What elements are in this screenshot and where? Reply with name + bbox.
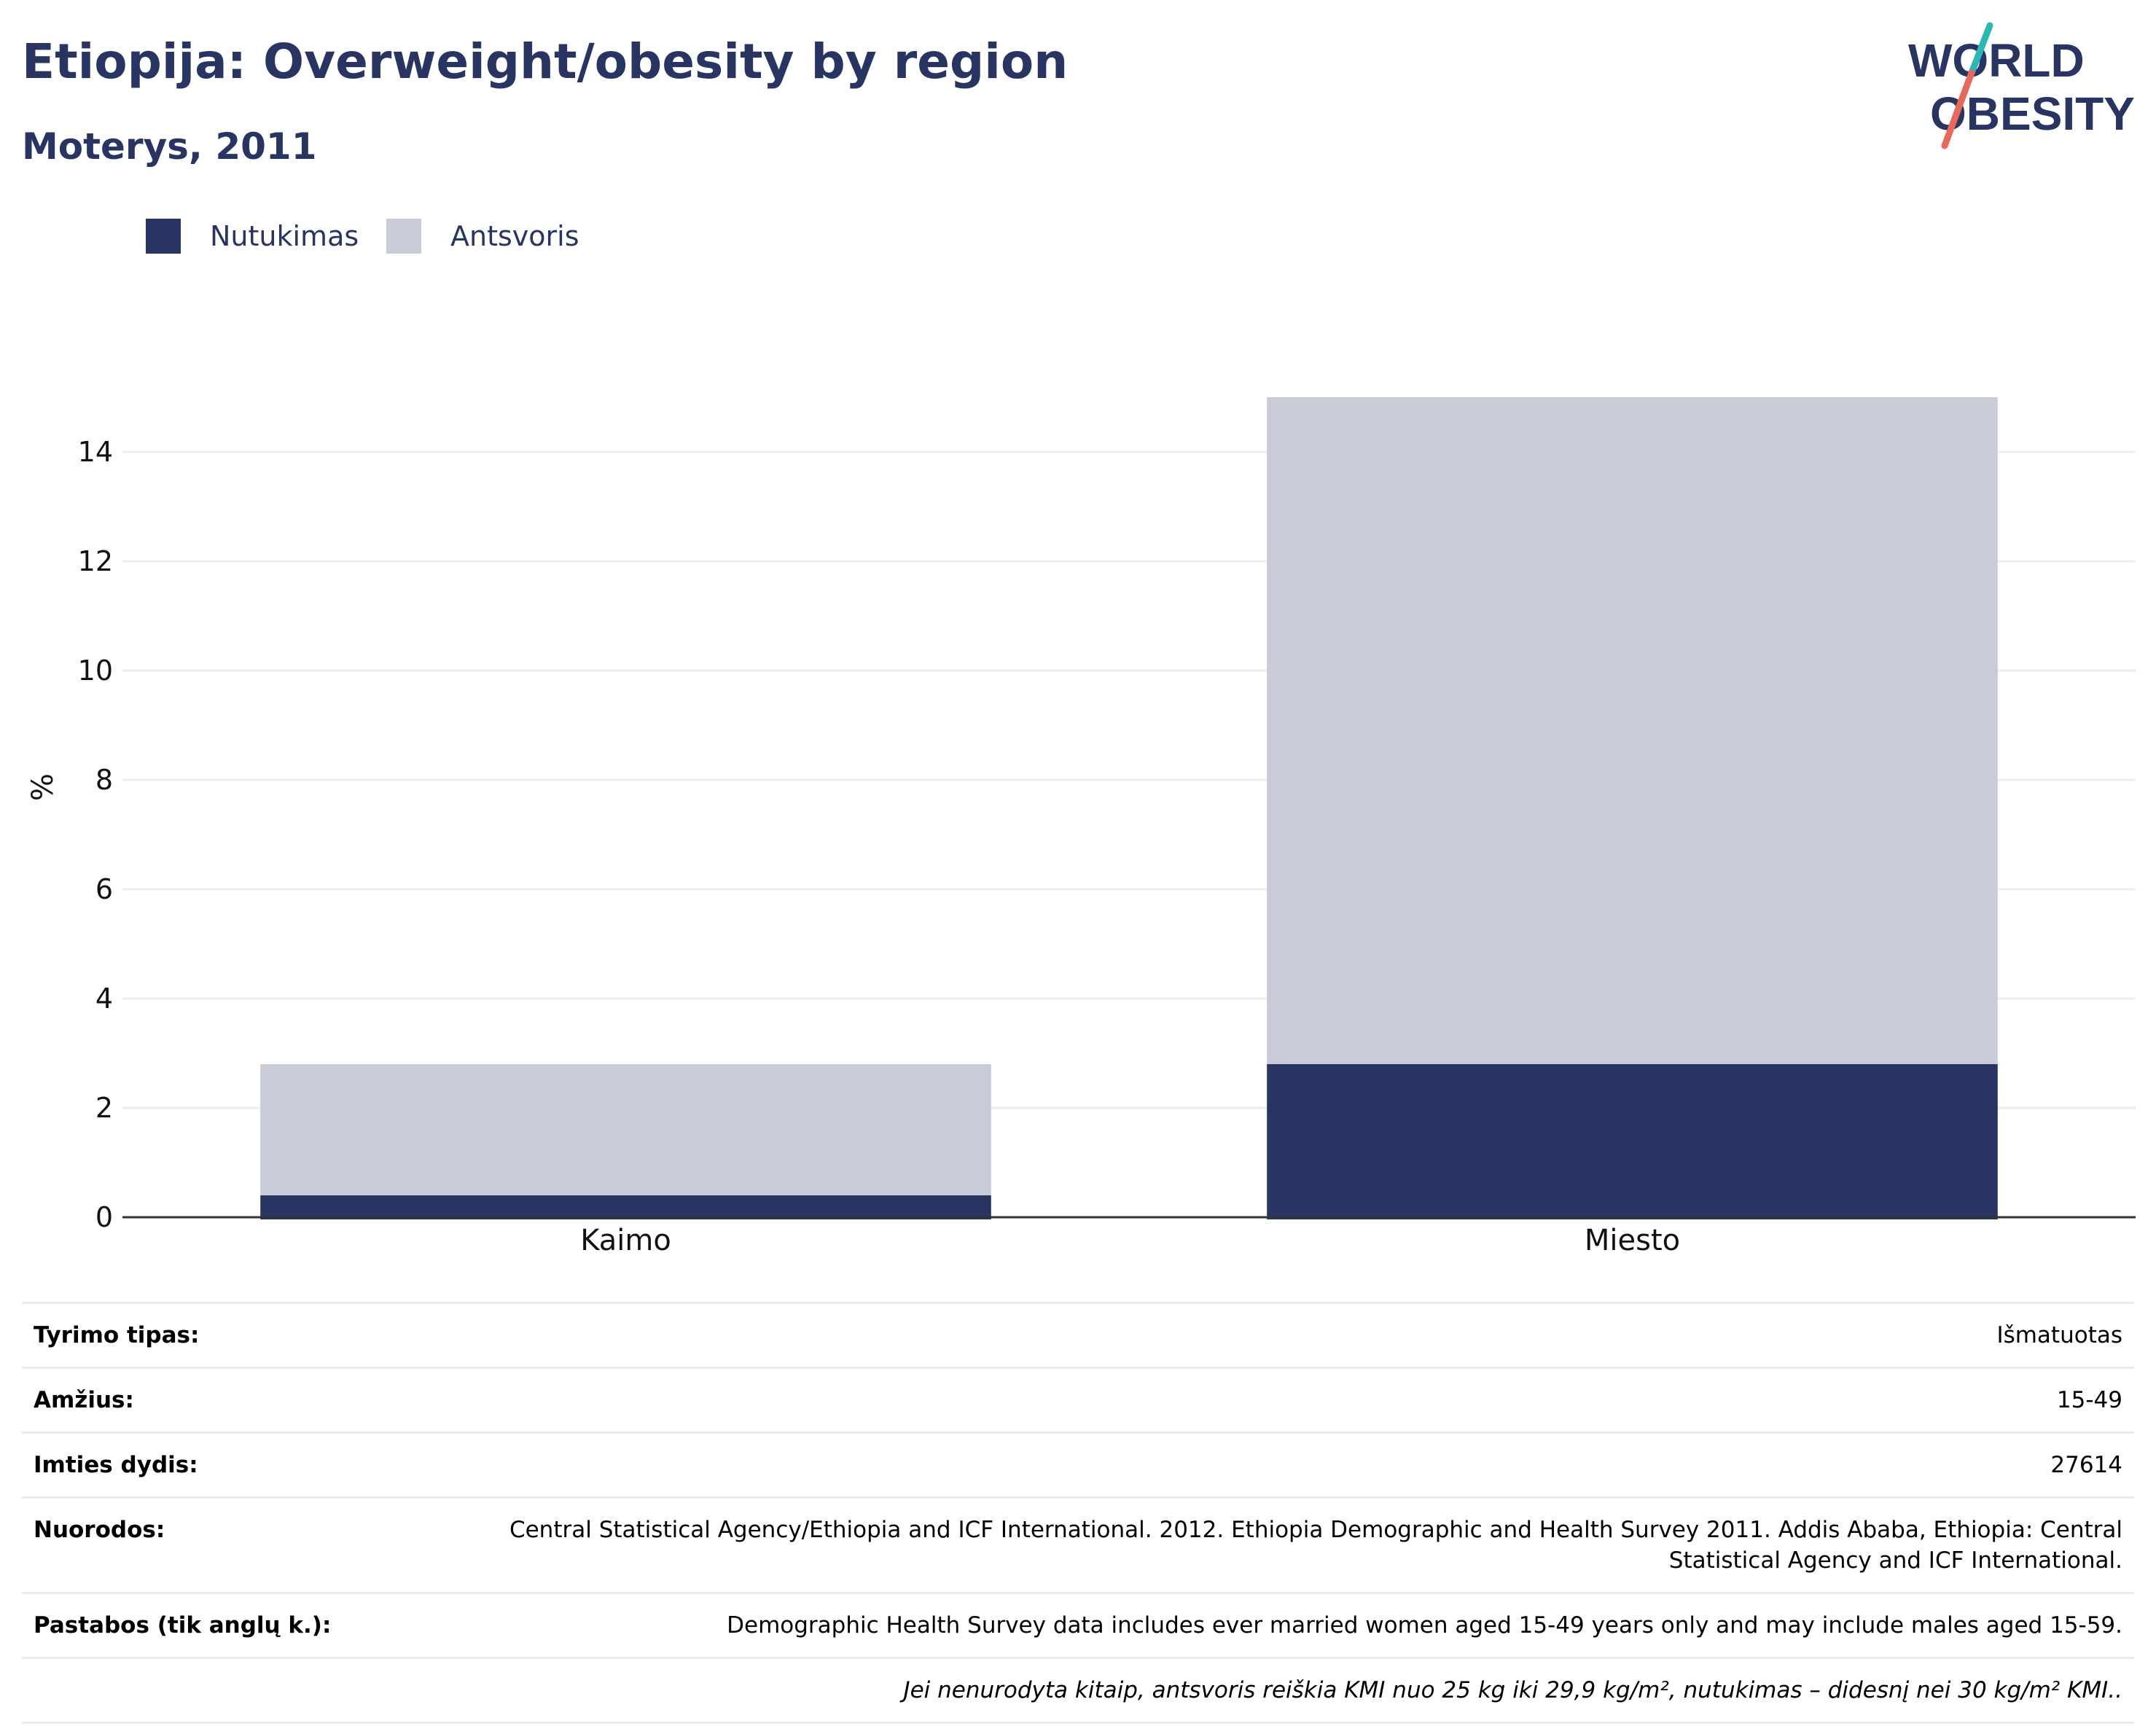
info-value-references: Central Statistical Agency/Ethiopia and … bbox=[453, 1496, 2134, 1594]
bars bbox=[260, 397, 1998, 1219]
y-tick-label: 12 bbox=[78, 545, 113, 577]
y-tick-label: 10 bbox=[78, 655, 113, 687]
y-axis-label: % bbox=[26, 773, 60, 801]
info-label-sample-size: Imties dydis: bbox=[22, 1432, 453, 1499]
info-row: Jei nenurodyta kitaip, antsvoris reiškia… bbox=[22, 1657, 2134, 1724]
info-table: Tyrimo tipas: Išmatuotas Amžius: 15-49 I… bbox=[22, 1302, 2134, 1724]
legend-swatch-overweight bbox=[386, 219, 421, 254]
y-tick-label: 6 bbox=[95, 873, 113, 905]
legend-swatch-obesity bbox=[146, 219, 181, 254]
bar-chart: 0 2 4 6 8 10 12 14 Kaimo Miesto% bbox=[26, 397, 2136, 1257]
info-label-survey-type: Tyrimo tipas: bbox=[22, 1302, 453, 1369]
y-tick-label: 2 bbox=[95, 1092, 113, 1124]
info-label-notes: Pastabos (tik anglų k.): bbox=[22, 1592, 453, 1659]
info-row: Amžius: 15-49 bbox=[22, 1367, 2134, 1434]
x-tick-label: Miesto bbox=[1585, 1224, 1680, 1257]
y-tick-label: 8 bbox=[95, 764, 113, 796]
logo-slash-top bbox=[1968, 22, 1993, 77]
info-row: Tyrimo tipas: Išmatuotas bbox=[22, 1302, 2134, 1369]
chart-subtitle: Moterys, 2011 bbox=[22, 125, 317, 168]
info-value-notes: Demographic Health Survey data includes … bbox=[453, 1592, 2134, 1659]
info-row: Imties dydis: 27614 bbox=[22, 1432, 2134, 1499]
info-value-age: 15-49 bbox=[453, 1367, 2134, 1434]
info-footnote: Jei nenurodyta kitaip, antsvoris reiškia… bbox=[22, 1657, 2134, 1724]
logo-line-1: WORLD bbox=[1908, 34, 2085, 87]
legend-label-overweight: Antsvoris bbox=[450, 220, 579, 252]
info-row: Pastabos (tik anglų k.): Demographic Hea… bbox=[22, 1592, 2134, 1659]
bar-overweight-miesto bbox=[1267, 397, 1998, 1064]
y-tick-label: 0 bbox=[95, 1201, 113, 1233]
bar-obesity-kaimo bbox=[260, 1195, 991, 1219]
axes: 0 2 4 6 8 10 12 14 Kaimo Miesto% bbox=[26, 436, 2136, 1257]
info-row: Nuorodos: Central Statistical Agency/Eth… bbox=[22, 1496, 2134, 1594]
x-tick-label: Kaimo bbox=[580, 1224, 671, 1257]
info-value-survey-type: Išmatuotas bbox=[453, 1302, 2134, 1369]
y-tick-label: 4 bbox=[95, 983, 113, 1015]
logo-slash-bottom bbox=[1941, 69, 1975, 149]
world-obesity-logo: WORLD OBESITY bbox=[1908, 22, 2135, 149]
info-label-age: Amžius: bbox=[22, 1367, 453, 1434]
y-tick-label: 14 bbox=[78, 436, 113, 468]
info-label-references: Nuorodos: bbox=[22, 1496, 453, 1594]
info-value-sample-size: 27614 bbox=[453, 1432, 2134, 1499]
bar-overweight-kaimo bbox=[260, 1064, 991, 1195]
bar-obesity-miesto bbox=[1267, 1064, 1998, 1219]
chart-title: Etiopija: Overweight/obesity by region bbox=[22, 34, 1069, 90]
legend-label-obesity: Nutukimas bbox=[210, 220, 359, 252]
